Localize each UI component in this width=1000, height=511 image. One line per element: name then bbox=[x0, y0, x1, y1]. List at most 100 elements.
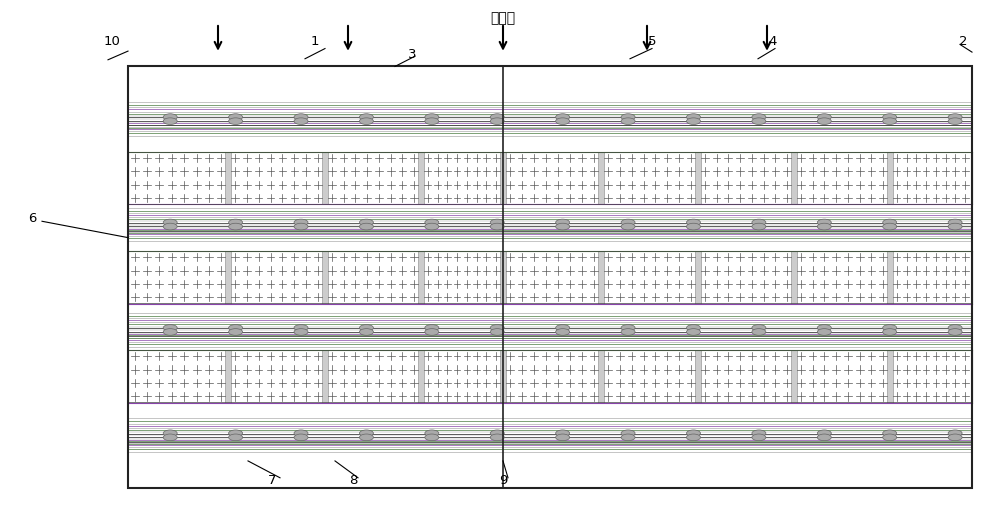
Ellipse shape bbox=[294, 434, 308, 440]
Bar bbox=[128, 66, 972, 488]
Bar bbox=[418, 152, 424, 204]
Ellipse shape bbox=[686, 118, 700, 125]
Ellipse shape bbox=[490, 329, 504, 335]
Ellipse shape bbox=[359, 434, 373, 440]
Ellipse shape bbox=[621, 223, 635, 230]
Ellipse shape bbox=[883, 324, 897, 331]
Ellipse shape bbox=[229, 329, 243, 335]
Text: 9: 9 bbox=[499, 474, 507, 487]
Ellipse shape bbox=[490, 114, 504, 121]
Bar bbox=[695, 350, 701, 403]
Ellipse shape bbox=[556, 114, 570, 121]
Bar bbox=[418, 251, 424, 304]
Ellipse shape bbox=[294, 430, 308, 436]
Ellipse shape bbox=[883, 434, 897, 440]
Bar bbox=[225, 251, 231, 304]
Bar bbox=[598, 152, 604, 204]
Ellipse shape bbox=[752, 219, 766, 226]
Ellipse shape bbox=[229, 219, 243, 226]
Ellipse shape bbox=[817, 324, 831, 331]
Ellipse shape bbox=[621, 324, 635, 331]
Ellipse shape bbox=[294, 324, 308, 331]
Bar bbox=[128, 251, 972, 304]
Bar bbox=[598, 350, 604, 403]
Bar bbox=[887, 350, 893, 403]
Ellipse shape bbox=[294, 219, 308, 226]
Bar bbox=[791, 152, 797, 204]
Ellipse shape bbox=[425, 114, 439, 121]
Ellipse shape bbox=[556, 430, 570, 436]
Ellipse shape bbox=[817, 329, 831, 335]
Ellipse shape bbox=[948, 219, 962, 226]
Text: 5: 5 bbox=[648, 35, 656, 49]
Ellipse shape bbox=[425, 223, 439, 230]
Ellipse shape bbox=[490, 324, 504, 331]
Ellipse shape bbox=[294, 223, 308, 230]
Ellipse shape bbox=[948, 329, 962, 335]
Text: 4: 4 bbox=[769, 35, 777, 49]
Ellipse shape bbox=[359, 118, 373, 125]
Bar bbox=[225, 350, 231, 403]
Ellipse shape bbox=[294, 329, 308, 335]
Ellipse shape bbox=[752, 430, 766, 436]
Ellipse shape bbox=[359, 114, 373, 121]
Ellipse shape bbox=[163, 430, 177, 436]
Ellipse shape bbox=[229, 430, 243, 436]
Text: 10: 10 bbox=[104, 35, 120, 49]
Ellipse shape bbox=[163, 434, 177, 440]
Ellipse shape bbox=[556, 434, 570, 440]
Ellipse shape bbox=[948, 223, 962, 230]
Text: 7: 7 bbox=[268, 474, 276, 487]
Ellipse shape bbox=[883, 114, 897, 121]
Ellipse shape bbox=[359, 329, 373, 335]
Ellipse shape bbox=[883, 223, 897, 230]
Ellipse shape bbox=[948, 434, 962, 440]
Ellipse shape bbox=[621, 434, 635, 440]
Bar bbox=[322, 152, 328, 204]
Ellipse shape bbox=[883, 118, 897, 125]
Ellipse shape bbox=[752, 324, 766, 331]
Ellipse shape bbox=[163, 324, 177, 331]
Bar bbox=[225, 152, 231, 204]
Ellipse shape bbox=[425, 434, 439, 440]
Ellipse shape bbox=[359, 430, 373, 436]
Ellipse shape bbox=[883, 219, 897, 226]
Bar bbox=[887, 251, 893, 304]
Ellipse shape bbox=[686, 219, 700, 226]
Bar bbox=[500, 152, 506, 204]
Ellipse shape bbox=[556, 219, 570, 226]
Text: 主害风: 主害风 bbox=[490, 11, 516, 25]
Bar bbox=[695, 251, 701, 304]
Ellipse shape bbox=[686, 430, 700, 436]
Ellipse shape bbox=[686, 329, 700, 335]
Ellipse shape bbox=[163, 114, 177, 121]
Ellipse shape bbox=[163, 219, 177, 226]
Bar bbox=[128, 66, 972, 488]
Ellipse shape bbox=[883, 329, 897, 335]
Bar bbox=[322, 251, 328, 304]
Ellipse shape bbox=[294, 114, 308, 121]
Ellipse shape bbox=[556, 223, 570, 230]
Ellipse shape bbox=[490, 118, 504, 125]
Ellipse shape bbox=[621, 219, 635, 226]
Ellipse shape bbox=[621, 329, 635, 335]
Ellipse shape bbox=[229, 223, 243, 230]
Ellipse shape bbox=[163, 329, 177, 335]
Ellipse shape bbox=[817, 118, 831, 125]
Text: 6: 6 bbox=[28, 212, 36, 225]
Ellipse shape bbox=[556, 329, 570, 335]
Ellipse shape bbox=[752, 329, 766, 335]
Ellipse shape bbox=[229, 118, 243, 125]
Ellipse shape bbox=[948, 430, 962, 436]
Bar bbox=[500, 251, 506, 304]
Ellipse shape bbox=[425, 219, 439, 226]
Bar bbox=[791, 350, 797, 403]
Text: 2: 2 bbox=[959, 35, 967, 49]
Ellipse shape bbox=[490, 434, 504, 440]
Ellipse shape bbox=[817, 434, 831, 440]
Ellipse shape bbox=[752, 434, 766, 440]
Bar bbox=[322, 350, 328, 403]
Ellipse shape bbox=[621, 118, 635, 125]
Bar bbox=[695, 152, 701, 204]
Ellipse shape bbox=[490, 430, 504, 436]
